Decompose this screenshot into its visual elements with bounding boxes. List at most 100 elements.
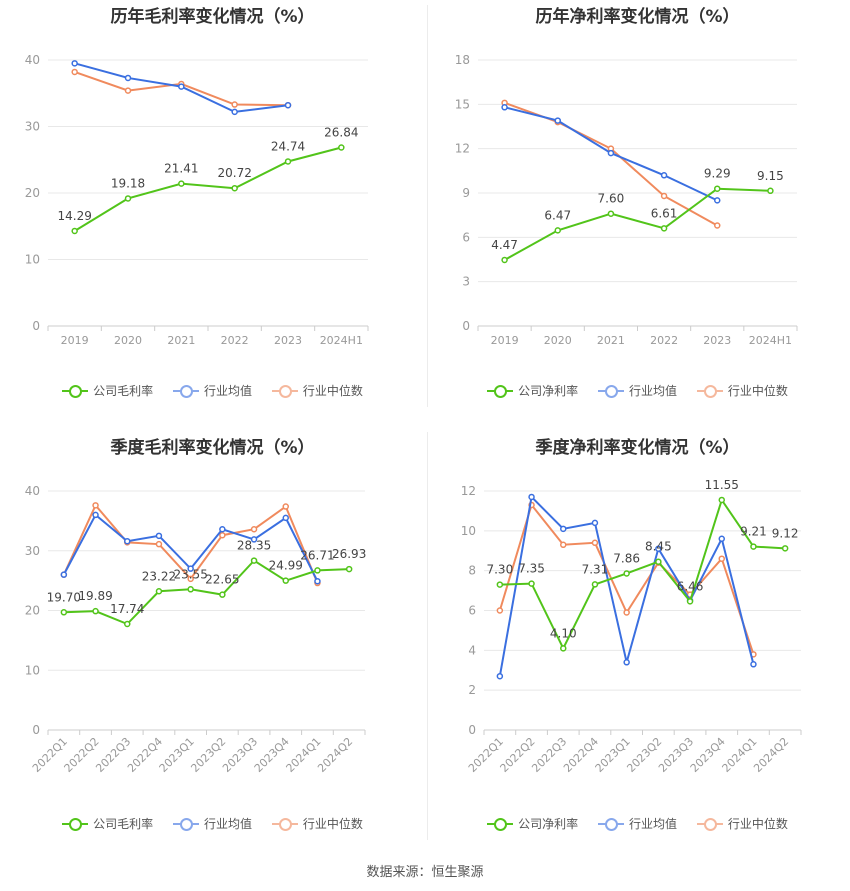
legend-median[interactable]: 行业中位数 xyxy=(696,815,788,832)
data-point-median xyxy=(623,609,630,616)
data-point-avg xyxy=(124,74,132,82)
data-point-company xyxy=(231,184,238,192)
y-tick-label: 30 xyxy=(25,544,40,558)
legend-median[interactable]: 行业中位数 xyxy=(696,382,788,399)
data-label: 7.31 xyxy=(582,562,609,576)
chart-legend: 公司净利率 行业均值 行业中位数 xyxy=(425,815,850,833)
data-point-company xyxy=(187,586,194,593)
data-point-avg xyxy=(178,83,185,90)
data-point-avg xyxy=(607,149,615,157)
chart-title: 季度毛利率变化情况（%） xyxy=(110,438,315,458)
y-tick-label: 40 xyxy=(25,53,40,67)
data-point-median xyxy=(71,68,78,76)
legend-label: 行业中位数 xyxy=(727,817,788,831)
legend-company-icon xyxy=(487,384,514,398)
data-point-median xyxy=(219,531,226,539)
legend-avg[interactable]: 行业均值 xyxy=(597,382,677,399)
legend-avg-icon xyxy=(597,384,624,398)
data-label: 17.74 xyxy=(110,602,144,616)
data-point-avg xyxy=(718,535,725,543)
data-label: 9.21 xyxy=(740,525,767,539)
data-point-avg xyxy=(591,519,599,527)
data-point-company xyxy=(345,565,353,573)
data-point-company xyxy=(655,558,662,565)
data-point-company xyxy=(496,581,504,588)
data-point-avg xyxy=(284,101,292,109)
data-label: 4.10 xyxy=(550,626,577,640)
data-label: 20.72 xyxy=(217,166,251,180)
y-tick-label: 12 xyxy=(461,484,476,498)
y-tick-label: 10 xyxy=(25,253,40,267)
legend-company[interactable]: 公司毛利率 xyxy=(62,815,153,832)
data-label: 26.71 xyxy=(300,548,334,562)
y-tick-label: 30 xyxy=(25,120,40,134)
data-point-company xyxy=(714,185,721,192)
data-label: 4.47 xyxy=(491,238,518,252)
legend-company-icon xyxy=(62,817,89,831)
data-label: 24.74 xyxy=(271,139,305,153)
x-tick-label: 2024Q2 xyxy=(315,735,355,775)
legend-label: 行业中位数 xyxy=(302,384,363,398)
legend-company[interactable]: 公司净利率 xyxy=(487,382,578,399)
legend-label: 公司毛利率 xyxy=(93,384,154,398)
legend-label: 公司净利率 xyxy=(518,384,579,398)
y-tick-label: 0 xyxy=(32,723,40,737)
legend-label: 行业均值 xyxy=(628,817,677,831)
chart-title: 历年净利率变化情况（%） xyxy=(535,7,740,27)
data-label: 7.35 xyxy=(518,562,545,576)
legend-avg[interactable]: 行业均值 xyxy=(172,382,252,399)
legend-avg-icon xyxy=(597,817,624,831)
y-tick-label: 20 xyxy=(25,186,40,200)
x-tick-label: 2019 xyxy=(491,334,519,347)
series-line-company xyxy=(63,559,350,626)
legend-avg[interactable]: 行业均值 xyxy=(172,815,252,832)
data-label: 28.35 xyxy=(237,539,271,553)
annual-net-margin-chart: 0 3 6 9 12 15 18 2019 2020 2021 2022 2023 2024H1 4.47… xyxy=(455,53,798,347)
data-point-company xyxy=(607,210,615,217)
y-tick-label: 0 xyxy=(462,319,470,333)
chart-legend: 公司毛利率 行业均值 行业中位数 xyxy=(0,815,425,833)
x-tick-label: 2021 xyxy=(167,334,195,347)
data-label: 24.99 xyxy=(269,559,303,573)
data-point-median xyxy=(231,101,238,108)
legend-label: 行业中位数 xyxy=(727,384,788,398)
data-point-company xyxy=(528,580,535,587)
data-point-company xyxy=(178,180,185,187)
quarterly-gross-margin-chart: 0102030402022Q12022Q22022Q32022Q42023Q12… xyxy=(25,484,367,775)
data-point-company xyxy=(591,581,599,588)
data-point-company xyxy=(314,567,321,574)
y-tick-label: 8 xyxy=(468,564,476,578)
y-tick-label: 6 xyxy=(462,230,470,244)
y-tick-label: 10 xyxy=(25,663,40,677)
chart-legend: 公司毛利率 行业均值 行业中位数 xyxy=(0,382,425,400)
chart-legend: 公司净利率 行业均值 行业中位数 xyxy=(425,382,850,400)
data-point-avg xyxy=(124,537,131,545)
y-tick-label: 12 xyxy=(455,142,470,156)
x-tick-label: 2020 xyxy=(544,334,572,347)
data-label: 7.60 xyxy=(598,192,625,206)
data-label: 8.45 xyxy=(645,540,672,554)
data-point-company xyxy=(219,591,226,598)
data-label: 6.47 xyxy=(544,208,571,222)
legend-avg[interactable]: 行业均值 xyxy=(597,815,677,832)
legend-median-icon xyxy=(271,817,298,831)
data-point-median xyxy=(282,503,289,510)
data-label: 23.22 xyxy=(142,569,176,583)
data-point-avg xyxy=(560,525,567,533)
legend-median[interactable]: 行业中位数 xyxy=(271,382,363,399)
legend-company[interactable]: 公司净利率 xyxy=(487,815,578,832)
data-point-median xyxy=(714,222,721,229)
legend-company[interactable]: 公司毛利率 xyxy=(62,382,153,399)
x-tick-label: 2024H1 xyxy=(320,334,363,347)
x-tick-label: 2019 xyxy=(61,334,89,347)
quarterly-gross-margin-panel: 季度毛利率变化情况（%） 0 10 20 30 40 2022Q1 2022Q2 2022Q3… xyxy=(0,431,425,861)
legend-label: 行业中位数 xyxy=(302,817,363,831)
legend-median[interactable]: 行业中位数 xyxy=(271,815,363,832)
series-line-company xyxy=(74,146,342,232)
quarterly-net-margin-panel: 季度净利率变化情况（%） 0 2 4 6 8 10 12 2022Q1 2022Q2 2022Q3… xyxy=(425,431,850,861)
data-point-company xyxy=(155,588,163,595)
data-point-company xyxy=(124,620,131,628)
series-line-company xyxy=(499,497,786,651)
y-tick-label: 3 xyxy=(462,275,470,289)
data-point-avg xyxy=(92,511,99,519)
